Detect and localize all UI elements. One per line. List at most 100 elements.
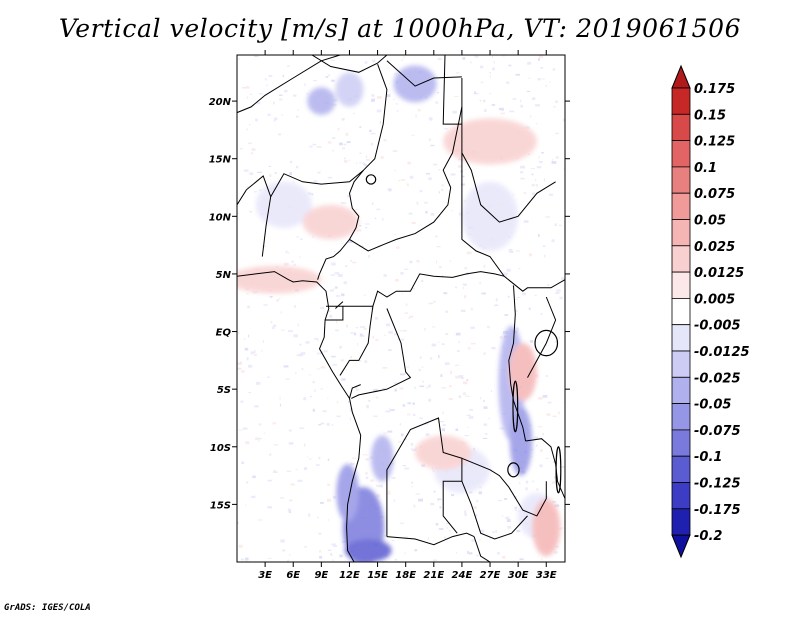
velocity-region: [443, 118, 537, 165]
field-layer: [237, 55, 565, 562]
map-area: [236, 54, 566, 563]
colorbar-label: 0.15: [694, 108, 726, 123]
y-tick-label: 15S: [210, 500, 231, 511]
colorbar-segment: [671, 245, 691, 273]
colorbar-segment: [671, 508, 691, 536]
border-line: [351, 308, 412, 399]
x-tick-label: 3E: [258, 570, 272, 581]
colorbar-segment: [671, 403, 691, 431]
colorbar-segment: [671, 271, 691, 299]
axes: 3E 6E 9E 12E 15E 18E 21E 24E 27E 30E 33E 20N 15N 10N 5…: [209, 50, 570, 581]
border-line: [325, 305, 344, 321]
colorbar: 0.175 0.15 0.125 0.1 0.075 0.05 0.025 0.0125 0.0…: [671, 64, 750, 559]
border-line: [473, 536, 491, 562]
colorbar-label: 0.175: [694, 82, 735, 97]
colorbar-label: -0.1: [694, 450, 722, 465]
border-line: [372, 271, 505, 307]
colorbar-label: 0.125: [694, 135, 735, 150]
border-line: [525, 438, 565, 499]
y-tick-label: 10S: [210, 443, 231, 454]
border-line: [508, 285, 527, 442]
velocity-region: [335, 72, 364, 107]
x-tick-label: 6E: [286, 570, 300, 581]
border-line: [349, 78, 463, 252]
chart-title: Vertical velocity [m/s] at 1000hPa, VT: …: [58, 14, 742, 43]
velocity-region: [307, 87, 336, 115]
border-line: [386, 532, 475, 546]
colorbar-segment: [671, 455, 691, 483]
y-tick-label: 5S: [217, 385, 231, 396]
border-line: [237, 175, 272, 257]
velocity-region: [371, 435, 394, 482]
colorbar-segment: [671, 429, 691, 457]
plot-frame: [236, 54, 566, 563]
colorbar-segment: [671, 219, 691, 247]
x-tick-label: 27E: [480, 570, 501, 581]
lake-victoria: [534, 329, 559, 357]
border-line: [386, 60, 462, 87]
velocity-region: [509, 406, 533, 476]
colorbar-segment: [671, 482, 691, 510]
velocity-region: [393, 65, 437, 103]
colorbar-label: -0.175: [694, 503, 741, 518]
y-tick-label: 10N: [209, 212, 232, 223]
border-line: [386, 417, 463, 537]
colorbar-segment: [671, 166, 691, 194]
colorbar-segment: [671, 113, 691, 142]
colorbar-label: 0.025: [694, 240, 735, 255]
x-tick-label: 12E: [339, 570, 360, 581]
colorbar-segment: [671, 87, 691, 115]
lake-malawi: [555, 446, 562, 494]
border-line: [461, 481, 528, 540]
colorbar-label: 0.05: [694, 214, 726, 229]
border-line: [461, 152, 556, 223]
y-tick-label: 15N: [209, 155, 232, 166]
grads-credit: GrADS: IGES/COLA: [4, 603, 91, 613]
x-tick-label: 33E: [536, 570, 557, 581]
x-tick-label: 15E: [367, 570, 388, 581]
y-tick-label: 20N: [209, 97, 232, 108]
velocity-region: [508, 343, 537, 401]
border-line: [237, 271, 362, 562]
colorbar-label: 0.0125: [694, 266, 744, 281]
colorbar-segment: [671, 192, 691, 220]
velocity-region: [302, 204, 359, 240]
x-tick-label: 21E: [423, 570, 444, 581]
country-borders: [237, 55, 565, 562]
colorbar-segment: [671, 297, 691, 326]
lake-chad: [365, 174, 377, 185]
x-tick-label: 30E: [508, 570, 529, 581]
colorbar-label: -0.05: [694, 398, 731, 413]
border-line: [349, 384, 361, 399]
colorbar-label: -0.075: [694, 424, 741, 439]
x-tick-label: 9E: [314, 570, 328, 581]
border-line: [311, 55, 388, 73]
y-tick-label: 5N: [216, 270, 232, 281]
border-line: [442, 55, 462, 125]
colorbar-label: 0.075: [694, 187, 735, 202]
lake-mweru: [507, 462, 520, 478]
x-tick-label: 18E: [395, 570, 416, 581]
colorbar-segment: [671, 376, 691, 404]
colorbar-label: 0.1: [694, 161, 717, 176]
border-line: [237, 55, 341, 114]
border-line: [335, 301, 344, 309]
colorbar-label: 0.005: [694, 292, 735, 307]
colorbar-segment: [671, 324, 691, 352]
colorbar-segment: [671, 350, 691, 378]
border-line: [461, 457, 547, 517]
colorbar-segment: [671, 140, 691, 168]
lake-tanganyika: [512, 380, 519, 433]
colorbar-label: -0.0125: [694, 345, 750, 360]
velocity-region: [237, 265, 322, 294]
colorbar-label: -0.2: [694, 529, 722, 544]
velocity-region: [344, 538, 392, 562]
velocity-region: [532, 498, 561, 557]
velocity-region: [461, 181, 519, 251]
x-tick-label: 24E: [452, 570, 473, 581]
colorbar-segment: [671, 64, 691, 89]
border-line: [317, 64, 388, 280]
colorbar-label: -0.005: [694, 319, 741, 334]
colorbar-label: -0.125: [694, 477, 741, 492]
